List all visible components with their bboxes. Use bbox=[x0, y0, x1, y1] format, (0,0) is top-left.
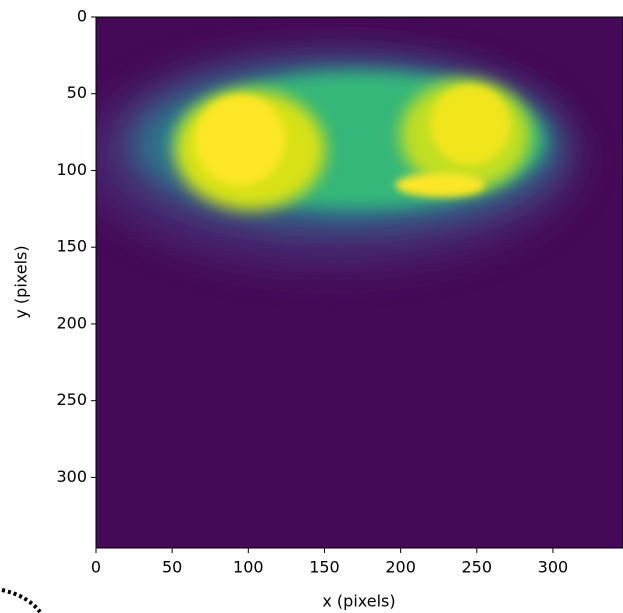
x-tick-label: 250 bbox=[462, 558, 493, 577]
x-axis-label: x (pixels) bbox=[322, 592, 395, 611]
x-tick-label: 150 bbox=[309, 558, 340, 577]
y-axis-label: y (pixels) bbox=[12, 245, 31, 318]
y-tick-label: 100 bbox=[56, 160, 87, 179]
decoration bbox=[1, 588, 42, 613]
image bbox=[96, 17, 623, 548]
y-tick-label: 0 bbox=[77, 7, 87, 26]
x-tick-label: 50 bbox=[162, 558, 182, 577]
y-tick-label: 150 bbox=[56, 237, 87, 256]
x-tick-label: 300 bbox=[538, 558, 569, 577]
y-tick-label: 50 bbox=[67, 83, 87, 102]
x-tick-label: 100 bbox=[233, 558, 264, 577]
y-tick-label: 300 bbox=[56, 467, 87, 486]
y-tick-label: 200 bbox=[56, 313, 87, 332]
x-tick-label: 200 bbox=[385, 558, 416, 577]
axes-frame bbox=[95, 16, 623, 549]
x-tick-label: 0 bbox=[91, 558, 101, 577]
y-tick-label: 250 bbox=[56, 390, 87, 409]
